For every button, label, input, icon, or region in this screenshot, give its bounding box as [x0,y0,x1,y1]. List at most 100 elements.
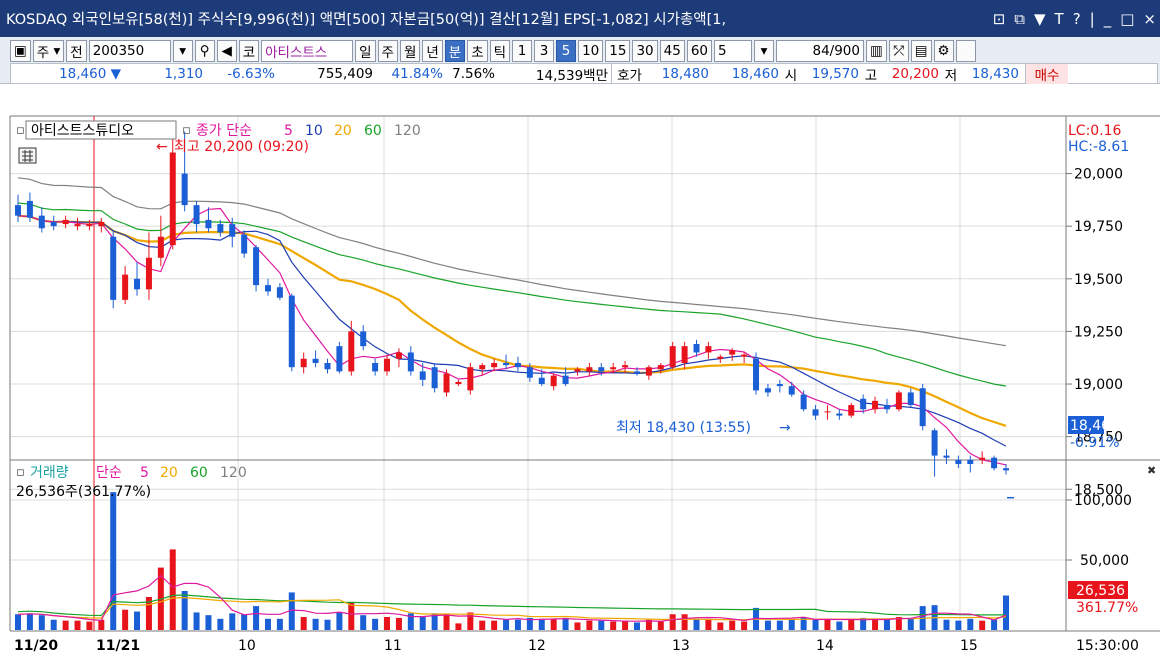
legend-name-box[interactable] [25,120,177,140]
candle-body [872,400,879,410]
grid-toggle-icon-lines [22,150,33,162]
candle-body [122,274,129,300]
legend-stock-name: 아티스트스튜디오 [31,123,134,139]
open-label: 시 [784,67,798,84]
volume-bar [324,619,331,630]
interval-3-button[interactable]: 3 [534,39,555,62]
candle-body [645,367,652,376]
title-bar: KOSDAQ 외국인보유[58(천)] 주식수[9,996(천)] 액면[500… [0,0,1160,37]
volume-bar [98,619,105,630]
restore-icon[interactable]: ⊡ [992,9,1006,28]
volume-bar [562,617,569,630]
volume-bar [467,612,474,630]
candle-body [848,405,855,416]
ma5-line [17,207,1007,466]
panel-close-icon[interactable]: ✖ [1147,464,1156,477]
candle-body [50,221,57,227]
period-tick-button[interactable]: 틱 [489,39,511,62]
checkbox-icon[interactable] [955,39,976,62]
volume-bar [253,606,260,630]
draw-tool-icon[interactable]: ⤱ [888,39,909,62]
volume-y-tick-100k: 100,000 [1074,493,1132,509]
candle-body [300,358,307,368]
interval-dropdown-icon[interactable]: ▾ [754,39,774,62]
save-icon[interactable]: ▤ [910,39,932,62]
prev-button[interactable]: 전 [66,39,87,62]
interval-5-button[interactable]: 5 [556,39,577,62]
title-text: KOSDAQ 외국인보유[58(천)] 주식수[9,996(천)] 액면[500… [6,12,727,28]
candle-body [145,257,152,290]
volume-bar [348,602,355,630]
period-minute-button[interactable]: 분 [444,39,466,62]
volume-bar [134,611,141,630]
help-icon[interactable]: ? [1072,9,1081,28]
x-label-15: 15 [960,638,978,654]
volume-bar [895,617,902,630]
candle-body [241,234,248,254]
candle-body [15,205,21,216]
count-total: /900 [829,42,860,59]
high-label: 고 [864,67,878,84]
current-price: 18,460 ▼ [59,65,121,82]
x-label-11: 11 [384,638,402,654]
volume-bar [800,617,807,630]
chart-svg[interactable]: ▫ 아티스트스튜디오 ▫ 종가 단순 5 10 20 60 120 LC:0.1… [0,84,1160,657]
close-icon[interactable]: × [1143,9,1156,28]
search-icon[interactable]: ⚲ [194,39,215,62]
minimize-icon[interactable]: _ [1103,9,1112,28]
candle-body [598,367,605,372]
candle-body [348,331,355,372]
kosdaq-label[interactable]: 코 [238,39,260,62]
y-tick-label: 19,000 [1074,377,1123,393]
candle-body [110,236,117,300]
candle-body [681,346,688,363]
candle-body [217,224,224,233]
toolbar-row: ▣ 주 ▾ 전 200350 ▾ ⚲ ◀ 코 아티스트스 일 주 월 년 분 초… [0,39,976,62]
volume-bar [312,618,319,630]
period-year-button[interactable]: 년 [422,39,443,62]
low-label: 저 [944,67,958,84]
volume-bar [74,620,81,630]
volume-bar [705,618,712,630]
font-icon[interactable]: T [1054,9,1064,28]
candle-body [181,173,188,206]
market-dropdown[interactable]: 주 ▾ [32,39,65,62]
count-value: 84 [812,42,830,59]
buy-button[interactable]: 매수 [1025,63,1068,84]
chart-area[interactable]: ▫ 아티스트스튜디오 ▫ 종가 단순 5 10 20 60 120 LC:0.1… [0,84,1160,657]
popout-icon[interactable]: ⧉ [1014,9,1025,28]
candle-body [336,346,343,372]
code-dropdown-icon[interactable]: ▾ [172,39,193,62]
interval-45-button[interactable]: 45 [659,39,685,62]
settings-icon[interactable]: ⚙ [933,39,954,62]
interval-30-button[interactable]: 30 [632,39,658,62]
layout-icon[interactable]: ▣ [10,39,31,62]
volume-bar [1003,595,1009,630]
period-week-button[interactable]: 주 [377,39,398,62]
sound-icon[interactable]: ◀ [216,39,237,62]
period-day-button[interactable]: 일 [355,39,376,62]
y-tick-label: 18,500 [1074,482,1123,498]
code-input[interactable]: 200350 [88,39,171,62]
count-field[interactable]: 84/900 [776,39,864,62]
interval-15-button[interactable]: 15 [605,39,631,62]
interval-10-button[interactable]: 10 [578,39,604,62]
candle-body [229,224,236,237]
interval-select[interactable]: 5 [714,39,752,62]
pin-icon[interactable]: ▼ [1033,9,1046,28]
x-label-14: 14 [816,638,834,654]
interval-1-button[interactable]: 1 [512,39,533,62]
stock-name-field[interactable]: 아티스트스 [261,39,354,62]
period-second-button[interactable]: 초 [467,39,488,62]
maximize-icon[interactable]: □ [1120,9,1135,28]
open-price: 19,570 [811,65,859,82]
interval-60-button[interactable]: 60 [686,39,712,62]
candle-body [253,247,260,286]
candle-body [431,367,438,389]
x-label-12: 12 [528,638,546,654]
x-label-1120: 11/20 [14,638,58,654]
indicator-add-icon[interactable]: ▥ [866,39,887,62]
period-month-button[interactable]: 월 [399,39,421,62]
current-price-tag-text: 18,460 [1070,418,1119,434]
candle-body [657,365,664,370]
